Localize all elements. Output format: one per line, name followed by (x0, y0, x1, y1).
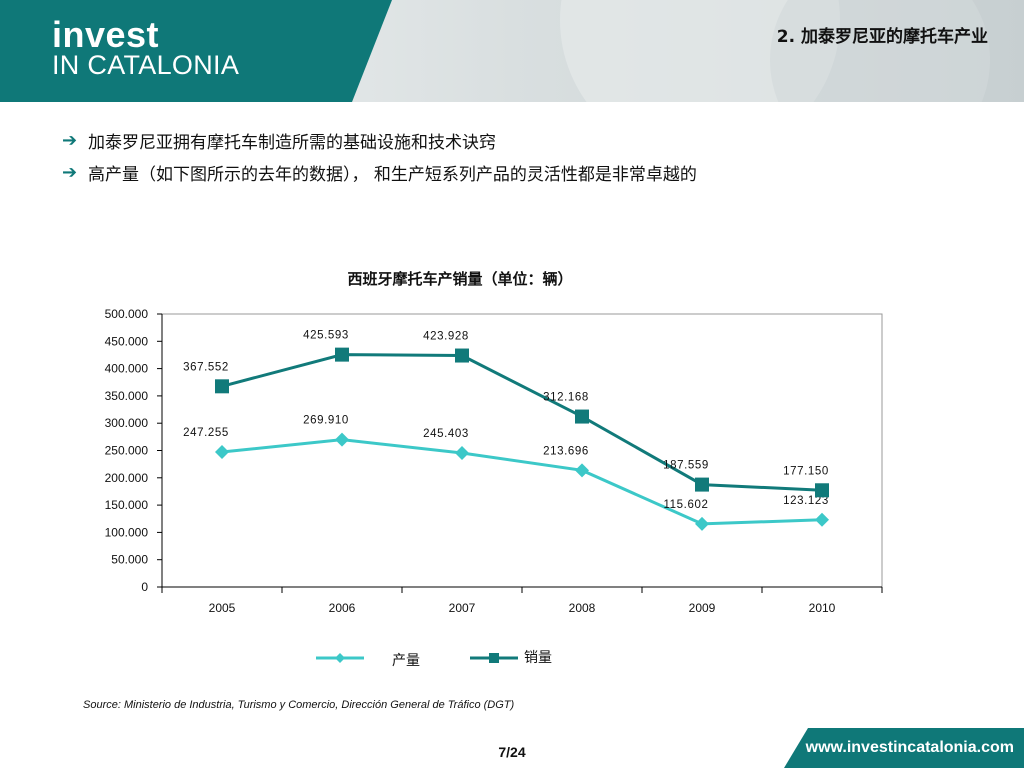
series-line-1 (221, 438, 823, 526)
header-banner: invest IN CATALONIA 2. 加泰罗尼亚的摩托车产业 (0, 0, 1024, 102)
logo-invest: invest (52, 14, 160, 55)
bullet-text: 加泰罗尼亚拥有摩托车制造所需的基础设施和技术诀窍 (88, 132, 496, 153)
y-tick-label: 350.000 (105, 389, 149, 403)
data-point-diamond (815, 512, 829, 527)
data-point-square (455, 348, 469, 363)
legend-label: 产量 (392, 653, 420, 669)
footer-background (784, 728, 1024, 768)
data-point-square (575, 409, 589, 424)
legend-label: 销量 (524, 650, 552, 666)
data-point-diamond (215, 444, 229, 459)
data-label: 187.559 (663, 460, 709, 472)
bullet-text: 高产量（如下图所示的去年的数据）， 和生产短系列产品的灵活性都是非常卓越的 (88, 164, 697, 185)
source-note: Source: Ministerio de Industria, Turismo… (83, 699, 515, 711)
data-label: 423.928 (423, 331, 469, 343)
y-tick-label: 100.000 (105, 525, 149, 539)
data-point-square (815, 483, 829, 498)
arrow-right-icon: ➔ (62, 161, 78, 183)
y-tick-label: 50.000 (111, 553, 148, 567)
plot-area (161, 313, 883, 588)
logo-in-catalonia: IN CATALONIA (52, 50, 240, 80)
x-tick-label: 2010 (809, 601, 836, 615)
series-line-2 (221, 353, 823, 492)
data-label: 425.593 (303, 330, 349, 342)
bullet-list: ➔ 加泰罗尼亚拥有摩托车制造所需的基础设施和技术诀窍 ➔ 高产量（如下图所示的去… (62, 124, 697, 188)
x-tick-label: 2007 (449, 601, 476, 615)
arrow-right-icon: ➔ (62, 129, 78, 151)
data-label: 247.255 (183, 427, 229, 439)
y-tick-label: 200.000 (105, 471, 149, 485)
page-number: 7/24 (498, 744, 526, 760)
chart-title: 西班牙摩托车产销量（单位：辆） (347, 270, 573, 288)
data-label: 312.168 (543, 392, 589, 404)
data-label: 269.910 (303, 415, 349, 427)
data-point-diamond (695, 516, 709, 531)
y-tick-label: 500.000 (105, 307, 149, 321)
y-tick-label: 250.000 (105, 444, 149, 458)
x-tick-label: 2005 (209, 601, 236, 615)
data-point-square (695, 477, 709, 492)
data-label: 367.552 (183, 361, 229, 373)
x-tick-label: 2008 (569, 601, 596, 615)
section-title: 2. 加泰罗尼亚的摩托车产业 (776, 27, 988, 47)
data-point-diamond (335, 432, 349, 447)
data-point-diamond (575, 463, 589, 478)
y-tick-label: 400.000 (105, 362, 149, 376)
data-label: 245.403 (423, 428, 469, 440)
bullet-item: ➔ 高产量（如下图所示的去年的数据）， 和生产短系列产品的灵活性都是非常卓越的 (62, 156, 697, 188)
data-point-diamond (455, 446, 469, 461)
legend-marker-square (489, 653, 499, 663)
y-tick-label: 450.000 (105, 334, 149, 348)
x-tick-label: 2009 (689, 601, 716, 615)
y-tick-label: 0 (141, 580, 148, 594)
footer-url-banner[interactable]: www.investincatalonia.com (784, 728, 1024, 768)
data-label: 123.123 (783, 495, 829, 507)
line-chart: 0 50.000 100.000 150.000 200.000 250.000 300.0… (105, 307, 883, 669)
header-background (0, 0, 1024, 102)
data-label: 115.602 (664, 499, 709, 511)
data-point-square (215, 379, 229, 394)
data-label: 213.696 (543, 445, 589, 457)
data-point-square (335, 347, 349, 362)
legend-marker-diamond (335, 653, 345, 663)
data-label: 177.150 (783, 465, 829, 477)
x-tick-label: 2006 (329, 601, 356, 615)
y-tick-label: 300.000 (105, 416, 149, 430)
website-link[interactable]: www.investincatalonia.com (805, 739, 1014, 756)
bullet-item: ➔ 加泰罗尼亚拥有摩托车制造所需的基础设施和技术诀窍 (62, 124, 697, 156)
y-tick-label: 150.000 (105, 498, 149, 512)
